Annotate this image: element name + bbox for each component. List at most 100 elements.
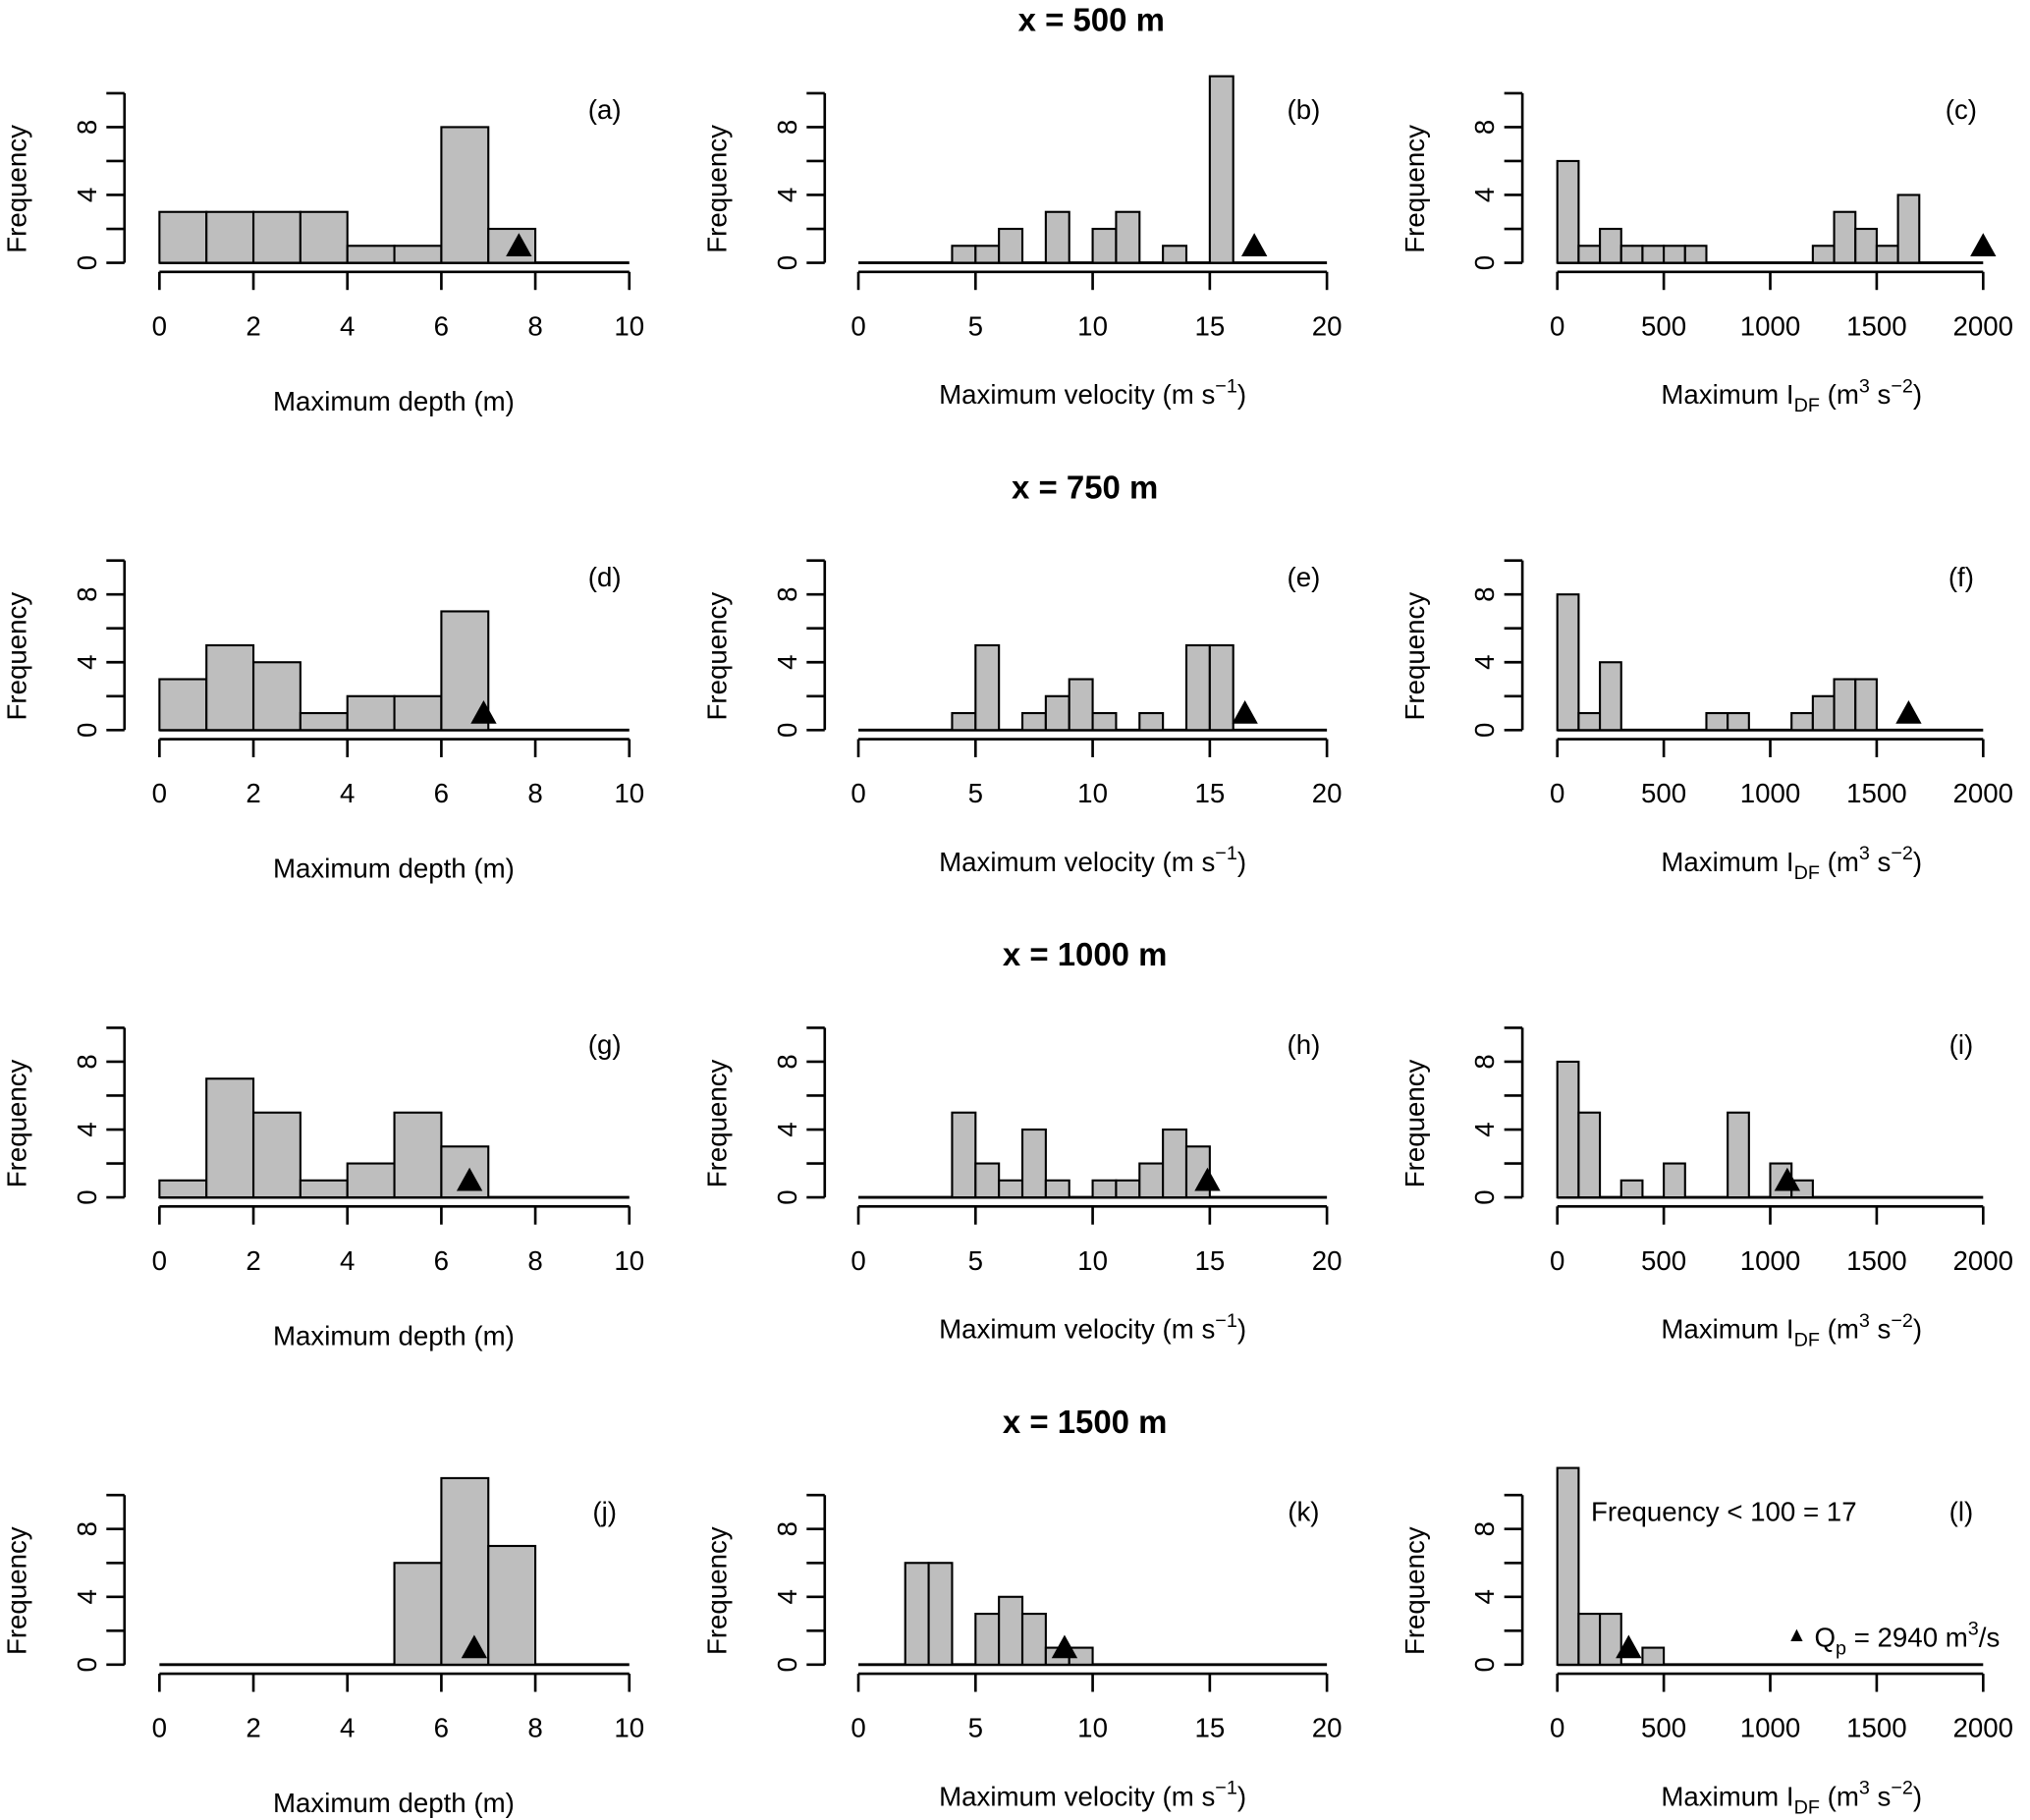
x-axis-label: Maximum IDF (m3 s−2): [1661, 375, 1922, 416]
x-tick-label: 10: [1077, 1713, 1108, 1743]
y-tick-label: 0: [772, 1657, 802, 1672]
x-tick-label: 0: [850, 1245, 865, 1276]
observed-marker-triangle: [1051, 1634, 1078, 1659]
histogram-bar: [951, 711, 977, 732]
x-tick-label: 6: [434, 310, 449, 341]
histogram-bar: [1162, 245, 1188, 264]
histogram-bar: [158, 1179, 208, 1199]
y-axis-label: Frequency: [2, 125, 32, 253]
histogram-bar: [974, 1162, 1001, 1199]
x-tick-label: 0: [152, 1245, 167, 1276]
x-tick-label: 0: [850, 1713, 865, 1743]
x-tick-label: 1000: [1740, 1245, 1801, 1276]
y-tick-label: 0: [72, 723, 102, 738]
histogram-bar: [1115, 210, 1141, 264]
y-tick-label: 0: [72, 1657, 102, 1672]
histogram-bar: [440, 126, 490, 264]
y-tick-label: 8: [72, 1054, 102, 1069]
x-tick-label: 15: [1194, 1245, 1225, 1276]
x-label-text: ): [1237, 1314, 1246, 1345]
panel-l: 0 4 8 Frequency 0 500 1000 1500 2000 Maximum IDF …: [1399, 1466, 2013, 1818]
x-tick-label: 1500: [1846, 1245, 1907, 1276]
histogram-bar: [1811, 245, 1836, 264]
panel-d: 0 4 8 Frequency 0 2 4 6 8 10 Maximum depth (m) (d): [2, 559, 644, 884]
x-tick-label: 4: [340, 1713, 355, 1743]
x-label-superscript: 3: [1859, 1778, 1870, 1799]
y-tick-label: 4: [1469, 1589, 1500, 1604]
y-tick-label: 4: [72, 188, 102, 202]
x-label-subscript: DF: [1794, 395, 1820, 416]
x-label-text: (m: [1820, 1782, 1859, 1812]
x-axis-label: Maximum depth (m): [273, 1788, 515, 1818]
y-axis-label: Frequency: [2, 592, 32, 721]
histogram-bar: [904, 1562, 930, 1666]
x-label-text: (m: [1820, 379, 1859, 410]
histogram-bar: [393, 1111, 443, 1199]
y-tick-label: 4: [1469, 188, 1500, 202]
histogram-bar: [1091, 711, 1118, 732]
x-tick-label: 6: [434, 778, 449, 808]
y-tick-label: 4: [72, 1122, 102, 1136]
x-tick-label: 10: [614, 778, 644, 808]
x-tick-label: 1500: [1846, 1713, 1907, 1743]
histogram-bar: [1896, 193, 1921, 264]
x-tick-label: 1000: [1740, 1713, 1801, 1743]
y-axis-label: Frequency: [702, 1526, 733, 1655]
histogram-bar: [251, 1111, 302, 1199]
y-axis-label: Frequency: [1399, 1526, 1430, 1655]
x-tick-label: 500: [1641, 310, 1686, 341]
x-label-superscript: 3: [1859, 1310, 1870, 1332]
x-tick-label: 8: [527, 310, 542, 341]
x-tick-label: 0: [1550, 778, 1564, 808]
y-tick-label: 0: [772, 1189, 802, 1204]
y-tick-label: 8: [772, 586, 802, 601]
row-title: x = 1000 m: [1003, 936, 1168, 972]
x-tick-label: 0: [152, 310, 167, 341]
x-tick-label: 2: [246, 778, 260, 808]
x-label-superscript: 3: [1859, 375, 1870, 397]
histogram-bar: [393, 245, 443, 264]
histogram-bar: [251, 661, 302, 732]
y-axis-label: Frequency: [702, 592, 733, 721]
observed-marker-triangle: [461, 1634, 488, 1659]
y-axis-label: Frequency: [702, 125, 733, 253]
y-tick-label: 0: [1469, 1657, 1500, 1672]
x-label-text: ): [1913, 1782, 1922, 1812]
x-tick-label: 0: [1550, 1713, 1564, 1743]
x-label-text: Maximum velocity (m s: [939, 379, 1215, 410]
y-tick-label: 4: [1469, 655, 1500, 670]
legend: ▲ Qp = 2940 m3/s: [1786, 1619, 2000, 1660]
histogram-bar: [1020, 1613, 1047, 1666]
histogram-bar: [1599, 227, 1622, 264]
x-label-subscript: DF: [1794, 862, 1820, 884]
histogram-bar: [299, 1179, 349, 1199]
x-label-text: Maximum I: [1661, 847, 1793, 877]
row-title: x = 750 m: [1012, 469, 1158, 505]
legend-subscript: p: [1836, 1637, 1846, 1659]
histogram-bar: [1044, 694, 1070, 732]
histogram-bar: [1577, 1111, 1602, 1199]
x-tick-label: 2: [246, 1245, 260, 1276]
histogram-bar: [1619, 1179, 1644, 1199]
y-tick-label: 4: [772, 188, 802, 202]
y-tick-label: 0: [1469, 723, 1500, 738]
panel-label: (a): [588, 94, 622, 125]
y-tick-label: 8: [772, 1521, 802, 1536]
y-tick-label: 0: [1469, 255, 1500, 270]
histogram-bar: [1577, 245, 1602, 264]
panel-i: 0 4 8 Frequency 0 500 1000 1500 2000 Maximum IDF …: [1399, 1026, 2013, 1351]
histogram-bar: [998, 227, 1024, 264]
y-tick-label: 8: [1469, 1054, 1500, 1069]
x-tick-label: 5: [968, 1245, 983, 1276]
histogram-bar: [1020, 1128, 1047, 1199]
x-tick-label: 0: [850, 778, 865, 808]
y-axis-label: Frequency: [2, 1059, 32, 1187]
histogram-bar: [1044, 210, 1070, 264]
panel-label: (b): [1287, 94, 1320, 125]
x-tick-label: 2: [246, 310, 260, 341]
panel-label: (d): [588, 562, 622, 592]
observed-marker-triangle: [1774, 1167, 1801, 1191]
observed-marker-triangle: [1240, 233, 1268, 256]
x-tick-label: 4: [340, 1245, 355, 1276]
